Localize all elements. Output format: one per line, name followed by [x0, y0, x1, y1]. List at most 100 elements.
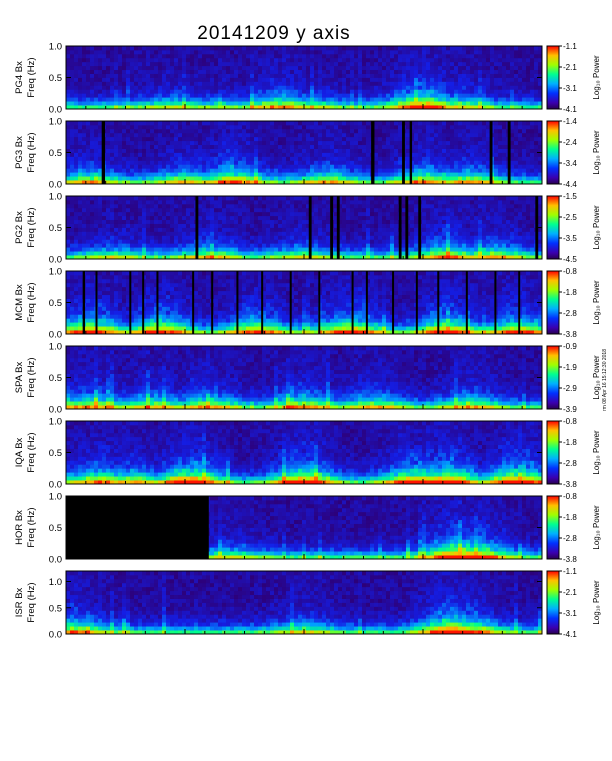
- heatmap-cell: [362, 172, 366, 176]
- heatmap-cell: [338, 164, 342, 168]
- heatmap-cell: [254, 74, 258, 78]
- heatmap-cell: [210, 243, 214, 247]
- heatmap-cell: [86, 224, 90, 228]
- heatmap-cell: [182, 160, 186, 164]
- heatmap-cell: [130, 228, 134, 232]
- heatmap-cell: [234, 89, 238, 93]
- heatmap-cell: [338, 125, 342, 129]
- heatmap-cell: [422, 89, 426, 93]
- heatmap-cell: [138, 228, 142, 232]
- heatmap-cell: [262, 168, 266, 172]
- heatmap-cell: [298, 149, 302, 153]
- heatmap-cell: [122, 129, 126, 133]
- heatmap-cell: [498, 54, 502, 58]
- heatmap-cell: [450, 164, 454, 168]
- heatmap-cell: [266, 137, 270, 141]
- heatmap-cell: [194, 129, 198, 133]
- heatmap-cell: [70, 153, 74, 157]
- heatmap-cell: [458, 156, 462, 160]
- heatmap-cell: [186, 204, 190, 208]
- heatmap-cell: [526, 81, 530, 85]
- heatmap-cell: [390, 176, 394, 180]
- heatmap-cell: [250, 81, 254, 85]
- heatmap-cell: [330, 149, 334, 153]
- heatmap-cell: [330, 85, 334, 89]
- heatmap-cell: [330, 176, 334, 180]
- heatmap-cell: [130, 156, 134, 160]
- heatmap-cell: [474, 133, 478, 137]
- heatmap-cell: [302, 160, 306, 164]
- heatmap-cell: [514, 137, 518, 141]
- heatmap-cell: [390, 101, 394, 105]
- heatmap-cell: [274, 251, 278, 255]
- heatmap-cell: [202, 204, 206, 208]
- heatmap-cell: [326, 58, 330, 62]
- heatmap-cell: [494, 66, 498, 70]
- heatmap-cell: [82, 164, 86, 168]
- heatmap-cell: [302, 216, 306, 220]
- heatmap-cell: [262, 66, 266, 70]
- heatmap-cell: [414, 93, 418, 97]
- heatmap-cell: [162, 153, 166, 157]
- heatmap-cell: [226, 89, 230, 93]
- heatmap-cell: [238, 70, 242, 74]
- heatmap-cell: [298, 93, 302, 97]
- heatmap-cell: [366, 121, 370, 125]
- heatmap-cell: [78, 243, 82, 247]
- heatmap-cell: [274, 125, 278, 129]
- heatmap-cell: [414, 66, 418, 70]
- heatmap-cell: [234, 220, 238, 224]
- heatmap-cell: [166, 164, 170, 168]
- heatmap-cell: [454, 133, 458, 137]
- heatmap-cell: [238, 243, 242, 247]
- heatmap-cell: [238, 200, 242, 204]
- heatmap-cell: [94, 101, 98, 105]
- heatmap-cell: [262, 156, 266, 160]
- heatmap-cell: [126, 235, 130, 239]
- heatmap-cell: [102, 78, 106, 82]
- heatmap-cell: [474, 50, 478, 54]
- heatmap-cell: [278, 70, 282, 74]
- heatmap-cell: [502, 46, 506, 50]
- heatmap-cell: [110, 231, 114, 235]
- heatmap-cell: [174, 85, 178, 89]
- heatmap-cell: [438, 81, 442, 85]
- heatmap-cell: [326, 220, 330, 224]
- heatmap-cell: [506, 101, 510, 105]
- heatmap-cell: [270, 216, 274, 220]
- heatmap-cell: [186, 121, 190, 125]
- heatmap-cell: [530, 70, 534, 74]
- heatmap-cell: [322, 200, 326, 204]
- heatmap-cell: [198, 220, 202, 224]
- heatmap-cell: [106, 231, 110, 235]
- heatmap-cell: [142, 216, 146, 220]
- heatmap-cell: [234, 101, 238, 105]
- heatmap-cell: [382, 62, 386, 66]
- heatmap-cell: [146, 235, 150, 239]
- heatmap-cell: [290, 54, 294, 58]
- heatmap-cell: [326, 168, 330, 172]
- heatmap-cell: [130, 216, 134, 220]
- heatmap-cell: [278, 50, 282, 54]
- heatmap-cell: [150, 74, 154, 78]
- heatmap-cell: [274, 224, 278, 228]
- heatmap-cell: [114, 235, 118, 239]
- heatmap-cell: [322, 97, 326, 101]
- heatmap-cell: [66, 66, 70, 70]
- heatmap-cell: [226, 141, 230, 145]
- heatmap-cell: [402, 46, 406, 50]
- heatmap-cell: [350, 50, 354, 54]
- heatmap-cell: [138, 70, 142, 74]
- heatmap-cell: [390, 149, 394, 153]
- heatmap-cell: [250, 78, 254, 82]
- heatmap-cell: [382, 149, 386, 153]
- heatmap-cell: [242, 129, 246, 133]
- heatmap-cell: [514, 78, 518, 82]
- heatmap-cell: [154, 156, 158, 160]
- heatmap-cell: [74, 85, 78, 89]
- heatmap-cell: [254, 54, 258, 58]
- heatmap-cell: [298, 208, 302, 212]
- heatmap-cell: [182, 212, 186, 216]
- heatmap-cell: [198, 231, 202, 235]
- heatmap-cell: [262, 46, 266, 50]
